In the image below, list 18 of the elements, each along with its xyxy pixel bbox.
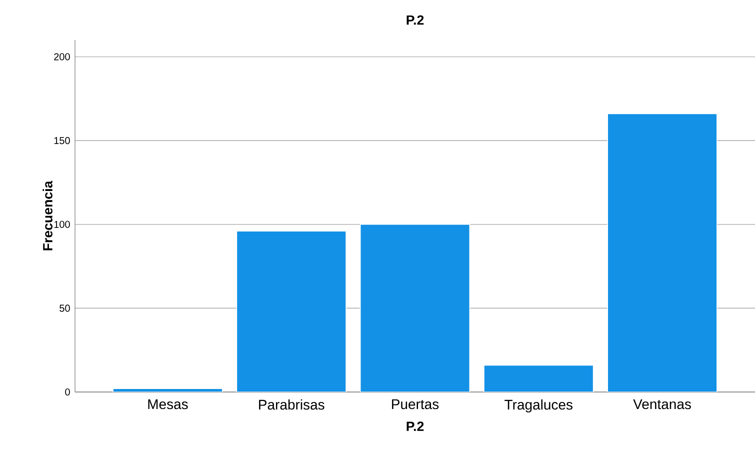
chart-title: P.2 (406, 15, 424, 25)
bar (360, 224, 470, 392)
y-tick-label: 150 (54, 137, 70, 144)
bar (484, 364, 594, 392)
y-axis-title: Frecuencia (42, 180, 52, 250)
y-tick-label: 0 (65, 388, 70, 396)
x-tick-label: Mesas (148, 399, 188, 410)
y-tick-label: 100 (54, 220, 70, 228)
y-tick-label: 50 (60, 304, 70, 312)
x-tick-label: Tragaluces (504, 399, 572, 412)
x-axis-title: P.2 (406, 422, 424, 431)
x-tick-label: Ventanas (633, 399, 691, 410)
bar (112, 388, 223, 392)
x-tick-label: Parabrisas (259, 399, 324, 410)
bar (607, 113, 718, 392)
bar (236, 230, 346, 392)
y-tick-label: 200 (54, 53, 70, 60)
x-tick-label: Puertas (392, 399, 439, 410)
